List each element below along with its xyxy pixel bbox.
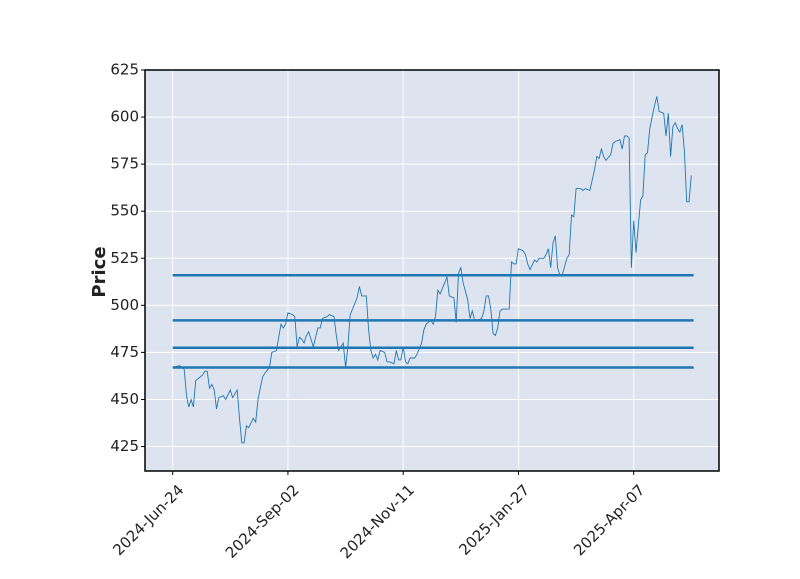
x-tick-label: 2025-Jan-27 (455, 481, 533, 559)
x-tick-label: 2024-Jun-24 (109, 481, 187, 559)
y-tick-label: 450 (110, 390, 139, 408)
plot-background (145, 70, 719, 471)
y-tick-label: 500 (110, 296, 139, 314)
y-tick-label: 425 (110, 437, 139, 455)
x-tick-label: 2025-Apr-07 (570, 481, 648, 559)
plot-frame (144, 69, 720, 472)
price-line (172, 96, 692, 444)
y-tick-label: 575 (110, 155, 139, 173)
y-tick-label: 550 (110, 202, 139, 220)
y-tick-label: 600 (110, 108, 139, 126)
x-tick-label: 2024-Sep-02 (222, 481, 303, 562)
x-tick-label: 2024-Nov-11 (337, 481, 418, 562)
y-tick-label: 525 (110, 249, 139, 267)
y-axis-label: Price (89, 246, 110, 297)
y-tick-label: 475 (110, 343, 139, 361)
y-tick-label: 625 (110, 61, 139, 79)
